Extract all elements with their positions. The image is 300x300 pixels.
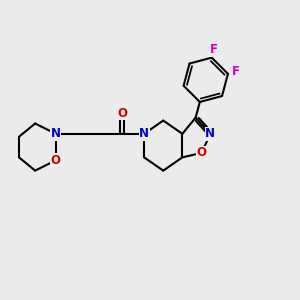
Text: N: N	[51, 127, 61, 140]
Text: O: O	[117, 107, 127, 120]
Text: N: N	[139, 127, 149, 140]
Text: F: F	[232, 65, 240, 78]
Text: O: O	[196, 146, 206, 159]
Text: F: F	[210, 43, 218, 56]
Text: O: O	[51, 154, 61, 167]
Text: N: N	[206, 127, 215, 140]
